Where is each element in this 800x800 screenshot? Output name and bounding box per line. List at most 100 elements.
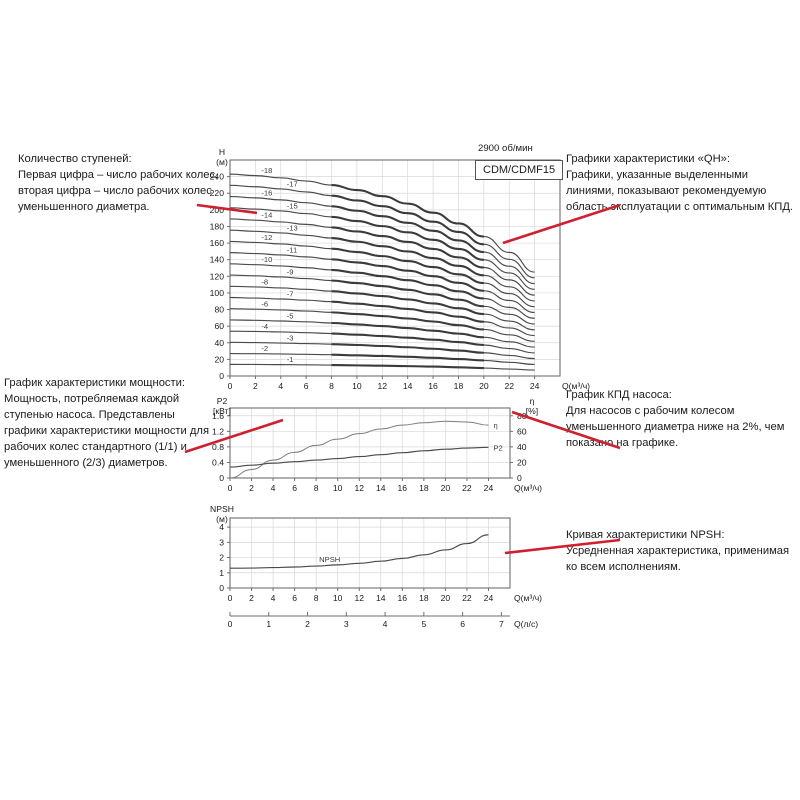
svg-text:0.4: 0.4 (212, 457, 224, 467)
svg-text:10: 10 (352, 381, 362, 391)
svg-text:Q(л/с): Q(л/с) (514, 619, 538, 629)
svg-text:[кВт]: [кВт] (213, 406, 231, 416)
leader-line (502, 203, 621, 245)
svg-text:2: 2 (249, 483, 254, 493)
svg-text:80: 80 (214, 305, 224, 315)
svg-text:-9: -9 (287, 267, 294, 276)
svg-text:[%]: [%] (526, 406, 538, 416)
svg-text:-15: -15 (287, 201, 298, 210)
svg-text:P2: P2 (493, 443, 502, 452)
svg-text:20: 20 (441, 483, 451, 493)
svg-text:-1: -1 (287, 355, 294, 364)
svg-text:-16: -16 (261, 188, 272, 197)
annotation-stages: Количество ступеней: Первая цифра – числ… (18, 153, 219, 213)
svg-text:2: 2 (249, 593, 254, 603)
svg-text:14: 14 (376, 483, 386, 493)
svg-text:5: 5 (421, 619, 426, 629)
svg-text:6: 6 (292, 593, 297, 603)
svg-text:1: 1 (219, 568, 224, 578)
svg-text:-6: -6 (261, 300, 268, 309)
svg-text:16: 16 (428, 381, 438, 391)
svg-text:η: η (493, 421, 497, 430)
svg-text:200: 200 (210, 205, 225, 215)
svg-text:2: 2 (305, 619, 310, 629)
svg-text:-17: -17 (287, 179, 298, 188)
svg-text:22: 22 (462, 483, 472, 493)
svg-text:-7: -7 (287, 289, 294, 298)
svg-text:140: 140 (210, 255, 225, 265)
svg-text:0: 0 (219, 473, 224, 483)
svg-text:20: 20 (214, 354, 224, 364)
svg-text:24: 24 (484, 593, 494, 603)
svg-text:40: 40 (214, 338, 224, 348)
svg-text:20: 20 (517, 457, 527, 467)
svg-text:P2: P2 (217, 396, 228, 406)
svg-text:20: 20 (441, 593, 451, 603)
svg-text:0: 0 (228, 483, 233, 493)
svg-text:12: 12 (354, 593, 364, 603)
svg-text:-5: -5 (287, 312, 294, 321)
svg-text:2: 2 (219, 553, 224, 563)
svg-text:-18: -18 (261, 166, 272, 175)
svg-text:24: 24 (484, 483, 494, 493)
svg-text:-3: -3 (287, 334, 294, 343)
speed-label: 2900 об/мин (478, 143, 533, 154)
leader-line (511, 410, 621, 450)
svg-text:-13: -13 (287, 223, 298, 232)
svg-text:1.2: 1.2 (212, 426, 224, 436)
model-label-box: CDM/CDMF15 (475, 160, 564, 180)
svg-text:-8: -8 (261, 277, 268, 286)
annotation-qh: Графики характеристики «QH»: Графики, ук… (566, 153, 794, 213)
svg-text:NPSH: NPSH (319, 555, 340, 564)
svg-text:12: 12 (354, 483, 364, 493)
svg-text:60: 60 (214, 321, 224, 331)
svg-text:160: 160 (210, 238, 225, 248)
svg-text:10: 10 (333, 483, 343, 493)
svg-text:4: 4 (271, 593, 276, 603)
svg-text:NPSH: NPSH (210, 504, 234, 514)
svg-text:4: 4 (278, 381, 283, 391)
svg-text:Q(м³/ч): Q(м³/ч) (514, 593, 542, 603)
svg-text:22: 22 (462, 593, 472, 603)
svg-text:-2: -2 (261, 344, 268, 353)
svg-text:18: 18 (419, 483, 429, 493)
svg-text:-10: -10 (261, 255, 272, 264)
svg-text:2: 2 (253, 381, 258, 391)
svg-text:η: η (530, 396, 535, 406)
svg-text:6: 6 (292, 483, 297, 493)
annotation-power: График характеристики мощности: Мощность… (4, 377, 210, 469)
svg-text:(м): (м) (216, 514, 228, 524)
svg-text:0: 0 (219, 371, 224, 381)
svg-text:100: 100 (210, 288, 225, 298)
svg-text:120: 120 (210, 271, 225, 281)
svg-text:7: 7 (499, 619, 504, 629)
svg-text:8: 8 (314, 593, 319, 603)
leader-line (184, 418, 284, 454)
svg-text:Q(м³/ч): Q(м³/ч) (562, 381, 590, 391)
svg-text:3: 3 (344, 619, 349, 629)
svg-text:-11: -11 (287, 245, 297, 254)
svg-text:4: 4 (383, 619, 388, 629)
svg-text:12: 12 (378, 381, 388, 391)
svg-text:18: 18 (454, 381, 464, 391)
svg-text:4: 4 (219, 522, 224, 532)
svg-text:6: 6 (460, 619, 465, 629)
svg-text:-14: -14 (261, 211, 272, 220)
svg-text:1: 1 (266, 619, 271, 629)
svg-text:1.6: 1.6 (212, 411, 224, 421)
svg-text:180: 180 (210, 221, 225, 231)
svg-text:14: 14 (403, 381, 413, 391)
svg-text:-4: -4 (261, 322, 268, 331)
svg-text:3: 3 (219, 537, 224, 547)
svg-text:14: 14 (376, 593, 386, 603)
svg-text:-12: -12 (261, 233, 272, 242)
svg-text:6: 6 (304, 381, 309, 391)
svg-text:Q(м³/ч): Q(м³/ч) (514, 483, 542, 493)
svg-text:10: 10 (333, 593, 343, 603)
svg-text:(м): (м) (216, 157, 228, 167)
svg-text:0: 0 (228, 381, 233, 391)
svg-text:40: 40 (517, 442, 527, 452)
svg-text:20: 20 (479, 381, 489, 391)
